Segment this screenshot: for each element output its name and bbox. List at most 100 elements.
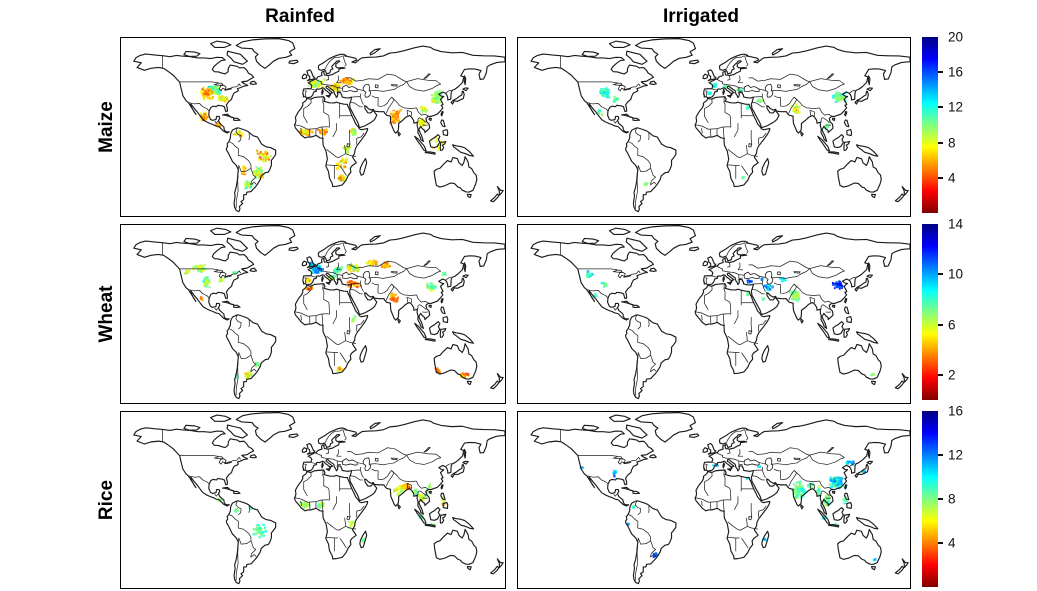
crop-data-cell [796,481,799,484]
crop-data-cell [794,489,797,493]
crop-data-cell [242,167,246,170]
crop-data-cell [255,168,258,171]
crop-data-cell [397,119,400,122]
crop-data-cell [201,95,205,97]
crop-data-cell [421,494,425,497]
crop-data-cell [385,262,388,266]
crop-data-cell [397,113,400,116]
crop-data-cell [742,175,745,179]
crop-data-cell [256,173,260,176]
crop-data-cell [834,96,838,98]
crop-data-cell [768,287,772,291]
crop-data-cell [382,263,386,266]
crop-data-cell [436,146,440,150]
crop-data-cell [202,264,206,267]
crop-data-cell [374,260,378,264]
colorbar-tick-label: 12 [948,99,964,115]
crop-data-cell [833,287,836,290]
crop-data-cell [430,283,434,286]
crop-data-cell [209,98,213,101]
crop-data-cell [241,172,244,176]
crop-data-cell [580,466,583,469]
crop-data-cell [839,95,843,98]
crop-data-cell [419,121,422,124]
crop-data-cell [309,261,313,265]
crop-data-cell [204,112,207,116]
crop-data-cell [314,83,318,87]
crop-data-cell [836,95,839,99]
colorbar-gradient [922,37,938,213]
crop-data-cell [347,521,351,523]
crop-data-cell [303,129,306,133]
crop-data-cell [255,361,258,365]
coastline-layer [134,39,505,212]
crop-data-cell [305,280,308,284]
crop-data-cell [361,539,365,542]
crop-data-cell [825,124,828,128]
crop-data-cell [392,120,395,124]
country-border-layer [163,56,452,209]
crop-data-cell [319,269,323,273]
crop-data-cell [817,493,821,496]
crop-data-cell [211,95,215,99]
crop-data-cell [826,501,830,505]
crop-data-cell [203,284,206,287]
lake-layer [614,74,834,147]
crop-data-cell [436,102,439,105]
crop-data-cell [312,268,316,272]
colorbar-maize: 20 16 12 8 4 [922,30,963,213]
crop-data-cell [353,315,357,318]
crop-data-cell [842,96,845,99]
crop-data-cell [259,168,262,172]
crop-data-cell [763,538,766,540]
crop-data-cell [832,95,835,97]
colorbar-wheat: 14 10 6 2 [922,217,963,400]
crop-data-cell [324,131,327,134]
crop-data-cell [257,169,260,173]
crop-data-cell [350,82,352,85]
crop-data-cell [355,264,358,266]
crop-data-cell [348,280,352,283]
colorbar-tick-label: 16 [948,403,964,419]
crop-data-cell [202,280,206,283]
crop-data-cell [203,92,206,96]
crop-data-cell [400,487,403,491]
map-panel-rice-rainfed [120,411,506,589]
crop-data-cell [368,260,370,263]
world-map-svg [518,225,910,403]
crop-data-cell [218,122,221,126]
crop-data-cell [343,165,347,168]
crop-data-cell [828,496,831,500]
crop-data-cell [260,157,263,161]
crop-data-cell [600,282,604,285]
crop-data-cell [798,480,802,483]
crop-data-cell [206,116,210,118]
lake-layer [215,74,430,147]
crop-data-cell [337,166,341,169]
crop-data-cell [321,130,325,134]
crop-data-cell [797,487,801,489]
crop-data-cell [216,499,220,502]
crop-data-cell [791,293,795,296]
crop-data-cell [843,499,847,502]
crop-data-cell [604,92,608,94]
crop-data-cell [829,479,833,482]
crop-data-cell [758,98,762,102]
crop-data-cell [461,375,465,378]
crop-data-cell [837,480,840,483]
coastline-layer [531,413,910,584]
crop-data-cell [399,108,402,112]
crop-data-cell [713,85,716,87]
crop-data-cell [301,502,304,505]
crop-data-cell [346,82,349,85]
crop-data-cell [794,484,798,487]
crop-data-cell [374,263,378,266]
crop-data-cell [340,160,343,163]
crop-data-cell [218,497,221,500]
country-border-layer [560,56,855,209]
crop-data-cell [827,499,830,503]
crop-data-cell [204,94,207,97]
crop-data-cell [203,282,207,286]
crop-data-cell [340,368,344,371]
